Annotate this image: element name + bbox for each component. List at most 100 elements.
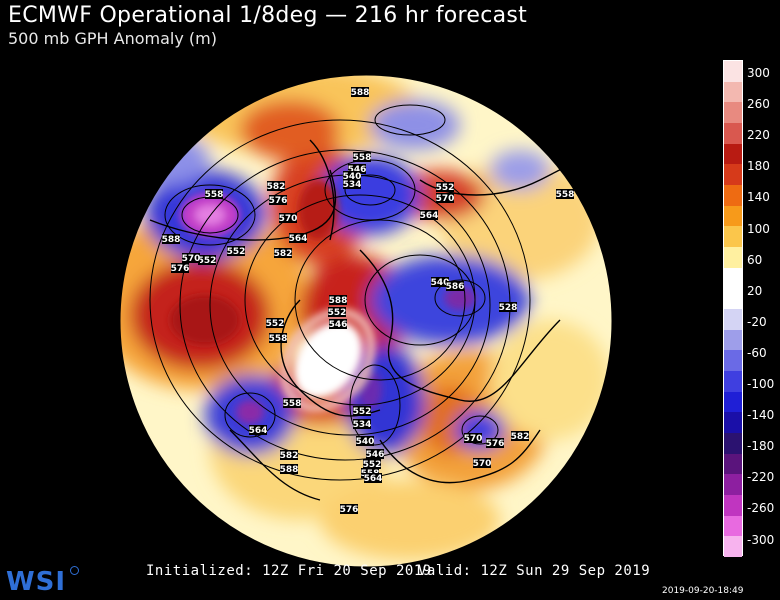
contour-label-text: 576 [269, 196, 288, 206]
contour-label-text: 570 [436, 194, 455, 204]
colorbar-tick-label: -60 [747, 345, 767, 360]
contour-label-text: 564 [249, 426, 268, 436]
contour-label: 582 [280, 450, 299, 461]
contour-label-text: 552 [436, 183, 455, 193]
colorbar-segment [724, 102, 742, 124]
colorbar-segment [724, 185, 742, 207]
contour-label: 534 [343, 179, 362, 190]
contour-label: 552 [227, 246, 246, 257]
colorbar-tick-label: 100 [747, 221, 770, 236]
colorbar-tick-label: -140 [747, 408, 775, 423]
colorbar-segment [724, 267, 742, 289]
contour-label: 558 [269, 333, 288, 344]
colorbar-tick-label: -100 [747, 377, 775, 391]
contour-label-text: 570 [473, 459, 492, 469]
map-title: ECMWF Operational 1/8deg — 216 hr foreca… [8, 3, 528, 28]
contour-label: 540 [356, 436, 374, 447]
colorbar-tick-label: 220 [747, 128, 770, 143]
contour-label: 552 [436, 182, 455, 193]
colorbar-segment [724, 371, 742, 393]
contour-label-text: 558 [353, 153, 372, 163]
contour-label: 552 [353, 406, 372, 417]
contour-label-text: 552 [227, 247, 246, 257]
contour-label: 534 [353, 419, 372, 430]
contour-label-text: 534 [343, 180, 362, 190]
contour-label: 582 [267, 181, 286, 192]
registered-mark-icon [70, 566, 79, 575]
colorbar-segment [724, 288, 742, 310]
contour-label: 570 [436, 193, 455, 204]
contour-label-text: 558 [556, 190, 575, 200]
contour-label: 546 [329, 319, 347, 330]
contour-label-text: 540 [343, 172, 362, 182]
contour-label: 570 [473, 458, 492, 469]
colorbar-segment [724, 515, 742, 537]
contour-label: 570 [279, 213, 297, 224]
initialized-time: Initialized: 12Z Fri 20 Sep 2019 [146, 563, 432, 579]
contour-label-text: 558 [269, 334, 288, 344]
contour-label: 546 [366, 449, 384, 460]
contour-label-text: 546 [348, 165, 367, 175]
contour-label-text: 552 [363, 460, 382, 470]
colorbar-tick-label: -300 [747, 532, 775, 547]
contour-label-text: 552 [198, 256, 217, 266]
colorbar-segment [724, 61, 742, 83]
contour-label: 546 [348, 164, 367, 175]
contour-label: 582 [511, 431, 529, 442]
contour-label-text: 582 [267, 182, 286, 192]
contour-label: 576 [171, 263, 189, 274]
contour-label: 586 [446, 281, 464, 292]
contour-label: 540 [431, 277, 449, 288]
colorbar-tick-label: 260 [747, 97, 770, 112]
contour-label: 564 [420, 210, 439, 221]
contour-label-text: 588 [280, 465, 299, 475]
contour-labels: 5885585465405345825765705645585525705645… [162, 87, 575, 515]
colorbar-segment [724, 143, 742, 165]
contour-label: 540 [343, 171, 362, 182]
contour-label: 570 [464, 433, 482, 444]
contour-label-text: 588 [329, 296, 348, 306]
valid-time: Valid: 12Z Sun 29 Sep 2019 [418, 563, 651, 579]
contour-label-text: 570 [182, 254, 201, 264]
colorbar-tick-label: 20 [747, 283, 763, 298]
colorbar-tick-label: -260 [747, 501, 775, 516]
contour-label-text: 582 [280, 451, 299, 461]
colorbar-segment [724, 453, 742, 475]
contour-label: 588 [351, 87, 370, 98]
contour-label-text: 582 [274, 249, 293, 259]
colorbar-segment [724, 205, 742, 227]
contour-label-text: 552 [353, 407, 372, 417]
colorbar-segment [724, 81, 742, 103]
contour-label: 576 [269, 195, 288, 206]
colorbar-tick-label: -20 [747, 314, 767, 329]
colorbar-tick-label: 60 [747, 252, 763, 267]
wsi-logo: WSI [6, 567, 67, 597]
colorbar-tick-label: -220 [747, 470, 775, 485]
colorbar-segment [724, 123, 742, 145]
map-subtitle: 500 mb GPH Anomaly (m) [8, 29, 217, 48]
contour-label-text: 588 [351, 88, 370, 98]
colorbar-segment [724, 412, 742, 434]
contour-label-text: 564 [420, 211, 439, 221]
contour-label: 552 [328, 307, 346, 318]
contour-label-text: 576 [486, 439, 505, 449]
contour-label-text: 534 [353, 420, 372, 430]
contour-label: 558 [283, 398, 302, 409]
contour-label-text: 552 [266, 319, 285, 329]
contour-label: 552 [198, 255, 217, 266]
colorbar-segment [724, 329, 742, 351]
map-border [119, 74, 613, 568]
anomaly-colorbar [723, 60, 743, 558]
contour-label: 588 [329, 295, 348, 306]
colorbar-segment [724, 391, 742, 413]
anomaly-field [120, 75, 612, 567]
contour-label-text: 558 [205, 190, 224, 200]
contour-label: 558 [205, 189, 224, 200]
colorbar-tick-label: -180 [747, 439, 775, 454]
colorbar-segment [724, 226, 742, 248]
contour-label-text: 558 [283, 399, 302, 409]
colorbar-segment [724, 309, 742, 331]
generated-timestamp: 2019-09-20-18:49 [662, 586, 744, 596]
contour-label: 588 [162, 234, 180, 245]
contour-label: 570 [182, 253, 201, 264]
